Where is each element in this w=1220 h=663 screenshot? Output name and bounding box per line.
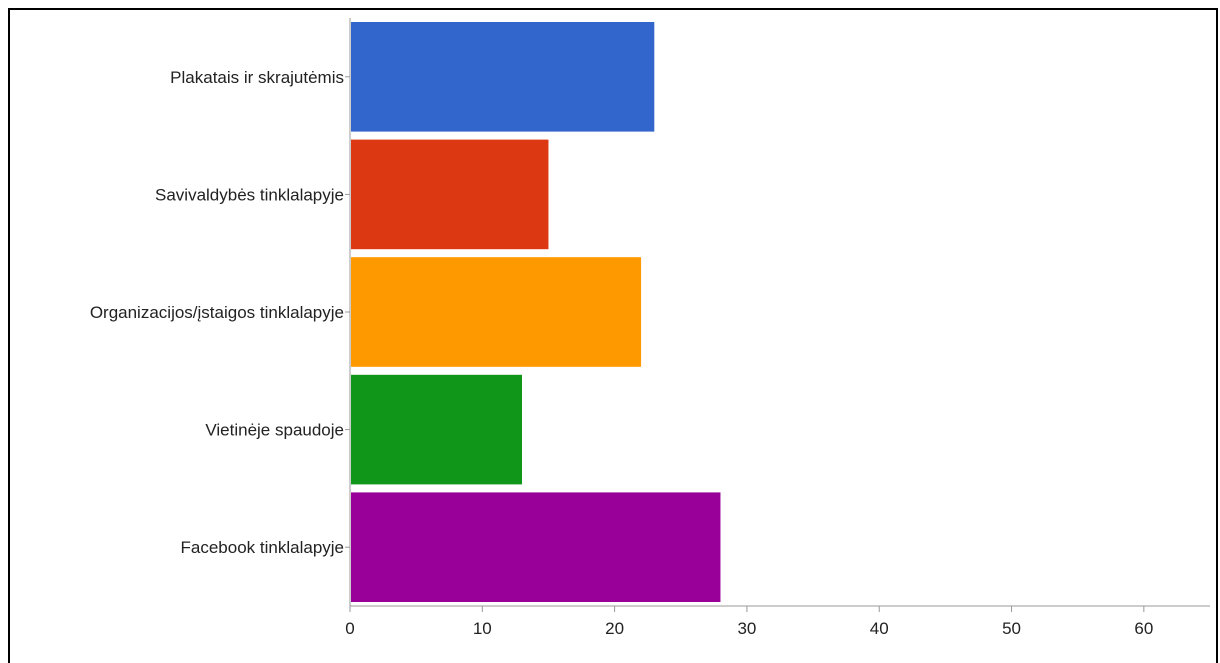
x-tick-label-3: 20 <box>605 619 624 638</box>
x-tick-label-2: 10 <box>473 619 492 638</box>
chart-frame <box>8 8 1218 663</box>
bar-5 <box>351 492 721 602</box>
bar-3 <box>351 257 642 367</box>
x-tick-label-1: 0 <box>345 619 354 638</box>
bar-4 <box>351 374 522 485</box>
axes: 0 10 20 30 40 50 60 <box>345 18 1210 638</box>
bar-2 <box>351 139 549 250</box>
category-label-5: Facebook tinklalapyje <box>181 538 344 557</box>
bar-1 <box>351 22 655 132</box>
x-tick-label-5: 40 <box>870 619 889 638</box>
category-label-1: Plakatais ir skrajutėmis <box>170 68 344 87</box>
category-labels: Plakatais ir skrajutėmis Savivaldybės tin… <box>90 68 344 557</box>
x-tick-label-6: 50 <box>1002 619 1021 638</box>
category-label-4: Vietinėje spaudoje <box>205 421 344 440</box>
category-label-2: Savivaldybės tinklalapyje <box>155 185 344 204</box>
category-label-3: Organizacijos/įstaigos tinklalapyje <box>90 303 344 322</box>
bars-group <box>351 22 721 602</box>
x-tick-label-7: 60 <box>1134 619 1153 638</box>
x-tick-label-4: 30 <box>737 619 756 638</box>
